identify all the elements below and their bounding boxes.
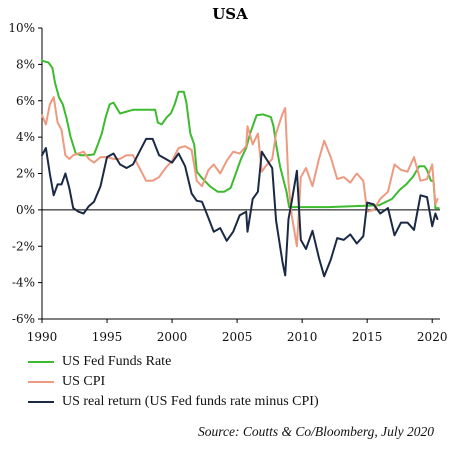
legend-item-fed-funds: US Fed Funds Rate xyxy=(28,352,319,372)
legend-label-fed-funds: US Fed Funds Rate xyxy=(62,354,172,369)
y-tick-label: -4% xyxy=(12,276,35,290)
series-line-real-return xyxy=(41,137,439,278)
line-chart: USA -6% -4% -2% 0% 2% 4% 6% 8% 10% 1990 1995 2000 20… xyxy=(8,5,447,344)
source-note: Source: Coutts & Co/Bloomberg, July 2020 xyxy=(198,424,434,439)
y-tick-label: 0% xyxy=(16,203,35,217)
legend-swatch-fed-funds xyxy=(28,361,54,363)
y-tick-label: 4% xyxy=(16,130,35,144)
chart-title: USA xyxy=(212,5,248,23)
y-tick-label: 6% xyxy=(16,94,35,108)
series-line-fed-funds-rate xyxy=(41,59,440,210)
x-tick-label: 2005 xyxy=(222,330,253,344)
x-tick-label: 2015 xyxy=(352,330,383,344)
plot-area xyxy=(41,59,440,278)
legend-swatch-real-return xyxy=(28,401,54,403)
legend: US Fed Funds Rate US CPI US real return … xyxy=(28,352,319,412)
legend-label-cpi: US CPI xyxy=(62,374,106,389)
x-tick-label: 2020 xyxy=(417,330,448,344)
legend-swatch-cpi xyxy=(28,381,54,383)
chart-axes: -6% -4% -2% 0% 2% 4% 6% 8% 10% 1990 1995 2000 2005 20… xyxy=(8,21,447,344)
x-tick-label: 2010 xyxy=(287,330,318,344)
legend-item-real-return: US real return (US Fed funds rate minus … xyxy=(28,392,319,412)
x-tick-label: 2000 xyxy=(157,330,188,344)
y-tick-label: 2% xyxy=(16,167,35,181)
y-tick-label: -2% xyxy=(12,239,35,253)
y-tick-label: -6% xyxy=(12,312,35,326)
legend-label-real-return: US real return (US Fed funds rate minus … xyxy=(62,394,319,409)
x-tick-label: 1990 xyxy=(27,330,58,344)
legend-item-cpi: US CPI xyxy=(28,372,319,392)
series-line-us-cpi xyxy=(41,96,439,248)
y-tick-label: 8% xyxy=(16,57,35,71)
x-tick-label: 1995 xyxy=(92,330,123,344)
y-tick-label: 10% xyxy=(8,21,35,35)
